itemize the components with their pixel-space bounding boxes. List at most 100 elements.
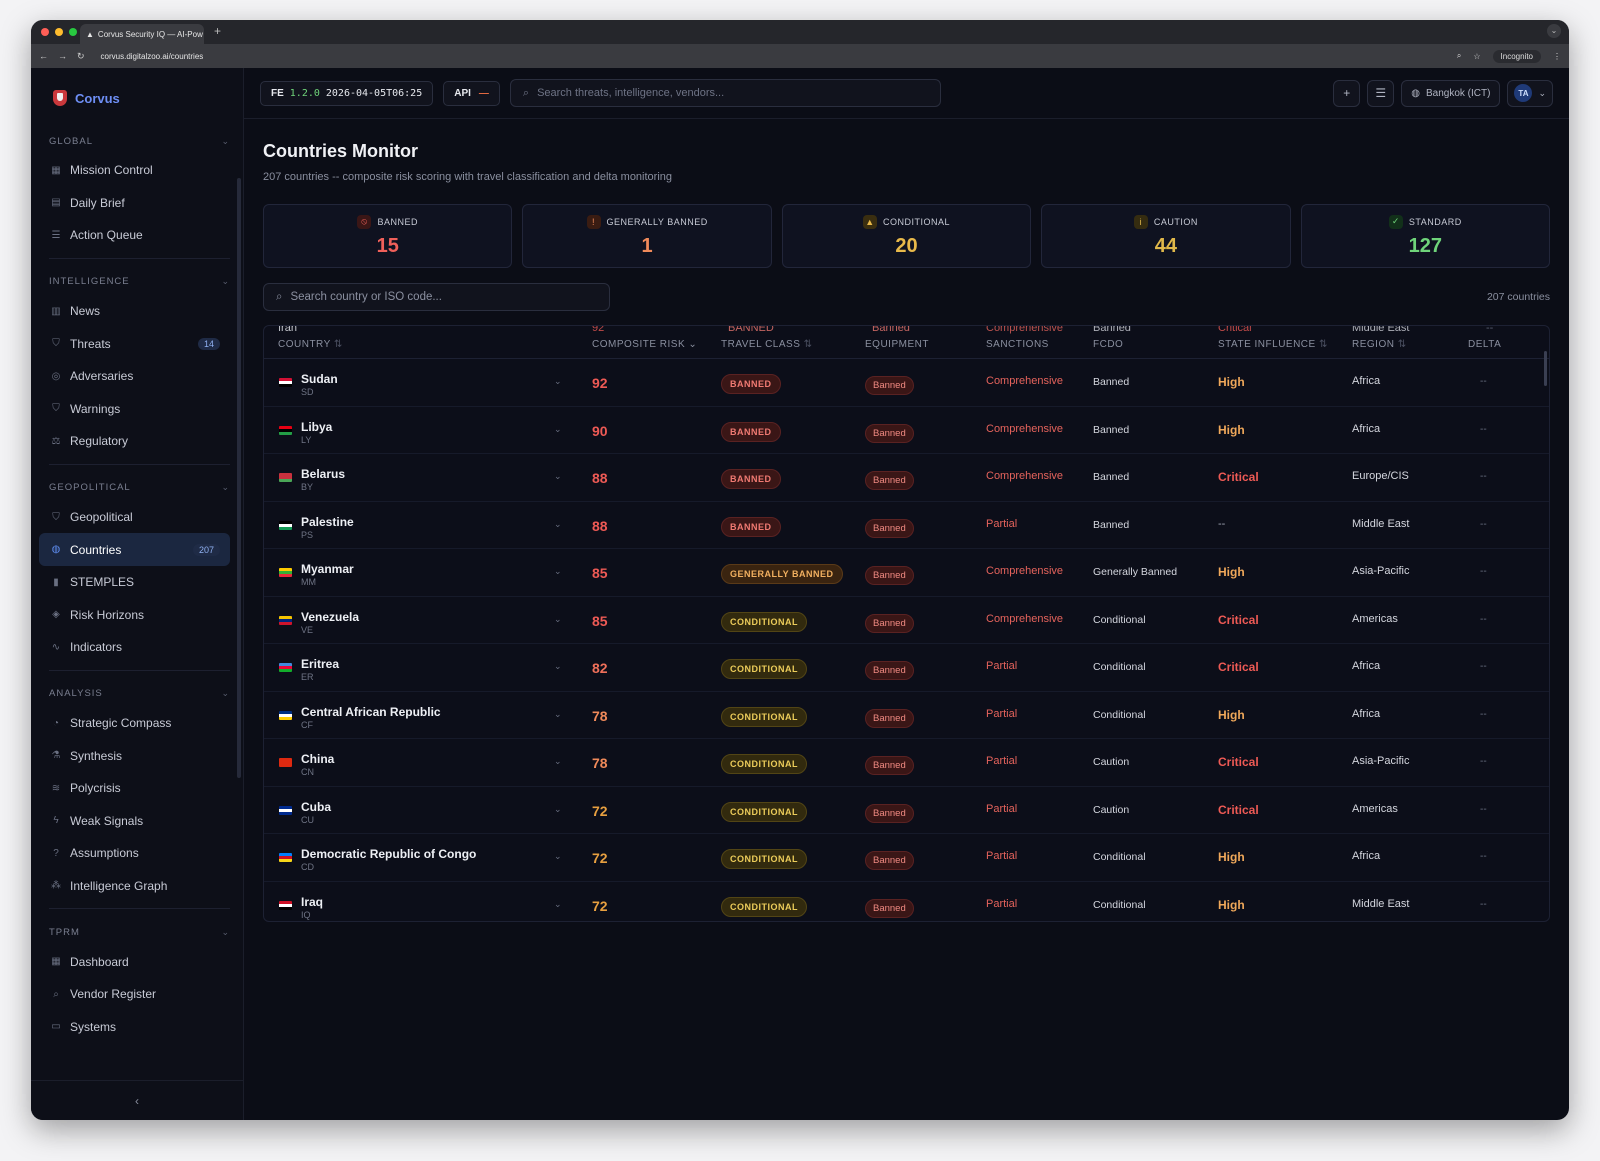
expand-chevron-icon[interactable]: ⌄ — [554, 376, 562, 386]
column-header-composite-risk[interactable]: COMPOSITE RISK ⌄ — [592, 339, 697, 350]
expand-chevron-icon[interactable]: ⌄ — [554, 851, 562, 861]
ghost-region: Middle East — [1352, 325, 1410, 334]
sidebar-item-daily-brief[interactable]: ▤ Daily Brief — [49, 187, 230, 220]
sidebar-item-regulatory[interactable]: ⚖ Regulatory — [49, 425, 230, 458]
tab-search-icon[interactable]: ⌄ — [1547, 24, 1561, 38]
table-row[interactable]: China CN ⌄ 78 CONDITIONAL Banned Partial Cautio… — [264, 739, 1549, 787]
sidebar-item-threats[interactable]: ⛉ Threats 14 — [49, 327, 230, 360]
new-tab-icon[interactable]: + — [214, 24, 222, 38]
sidebar-item-warnings[interactable]: ⛉ Warnings — [49, 393, 230, 426]
sidebar-item-vendor-register[interactable]: ⌕ Vendor Register — [49, 978, 230, 1011]
expand-chevron-icon[interactable]: ⌄ — [554, 613, 562, 624]
expand-chevron-icon[interactable]: ⌄ — [554, 566, 562, 576]
sidebar-item-risk-horizons[interactable]: ◈ Risk Horizons — [49, 599, 230, 632]
global-search-input[interactable]: ⌕ Search threats, intelligence, vendors.… — [509, 79, 941, 107]
reload-icon[interactable]: ↻ — [77, 50, 85, 61]
browser-tab[interactable]: ▲ Corvus Security IQ — AI-Pow ✕ — [80, 24, 204, 44]
summary-card-conditional[interactable]: ▲ CONDITIONAL 20 — [781, 204, 1032, 268]
expand-chevron-icon[interactable]: ⌄ — [554, 518, 562, 529]
region-value: Africa — [1352, 707, 1381, 720]
timezone-selector[interactable]: ◍ Bangkok (ICT) — [1401, 79, 1501, 107]
sidebar-item-weak-signals[interactable]: ϟ Weak Signals — [49, 805, 230, 838]
sidebar-item-indicators[interactable]: ∿ Indicators — [49, 631, 230, 664]
table-scrollbar[interactable] — [1544, 351, 1547, 386]
sidebar-item-mission-control[interactable]: ▦ Mission Control — [49, 154, 230, 187]
section-header-tprm[interactable]: TPRM ⌄ — [49, 919, 230, 945]
brand[interactable]: Corvus — [31, 68, 243, 128]
sidebar-item-label: Systems — [70, 1019, 117, 1034]
summary-card-standard[interactable]: ✓ STANDARD 127 — [1300, 204, 1551, 268]
sidebar-item-strategic-compass[interactable]: ◔ Strategic Compass — [49, 707, 230, 740]
scrolled-row[interactable]: Iran 92 BANNED Banned Comprehensive Banned Cri… — [264, 326, 1549, 346]
bookmark-star-icon[interactable]: ☆ — [1473, 51, 1481, 61]
sidebar-item-badge: 207 — [192, 543, 220, 556]
sidebar-scrollbar[interactable] — [237, 178, 241, 778]
minimize-window-button[interactable] — [55, 28, 63, 36]
api-status-badge[interactable]: API — — [443, 80, 500, 106]
expand-chevron-icon[interactable]: ⌄ — [554, 756, 562, 766]
column-header-sanctions[interactable]: SANCTIONS — [986, 339, 1049, 350]
sidebar-item-synthesis[interactable]: ⚗ Synthesis — [49, 739, 230, 772]
column-header-delta[interactable]: DELTA — [1468, 339, 1501, 350]
sidebar-item-news[interactable]: ▥ News — [49, 295, 230, 328]
section-header-intelligence[interactable]: INTELLIGENCE ⌄ — [49, 269, 230, 295]
table-row[interactable]: Venezuela VE ⌄ 85 CONDITIONAL Banned Comprehen… — [264, 597, 1549, 644]
expand-chevron-icon[interactable]: ⌄ — [554, 471, 562, 481]
sidebar-item-stemples[interactable]: ▮ STEMPLES — [49, 566, 230, 599]
incognito-badge[interactable]: Incognito — [1492, 49, 1541, 63]
table-row[interactable]: Cuba CU ⌄ 72 CONDITIONAL Banned Partial Caution… — [264, 787, 1549, 834]
table-row[interactable]: Iraq IQ ⌄ 72 CONDITIONAL Banned Partial Conditi… — [264, 882, 1549, 922]
sidebar-item-intelligence-graph[interactable]: ⁂ Intelligence Graph — [49, 870, 230, 903]
maximize-window-button[interactable] — [69, 28, 77, 36]
sidebar-item-systems[interactable]: ▭ Systems — [49, 1010, 230, 1043]
expand-chevron-icon[interactable]: ⌄ — [554, 423, 562, 434]
column-header-state-influence[interactable]: STATE INFLUENCE ⇅ — [1218, 339, 1328, 350]
url-field[interactable]: corvus.digitalzoo.ai/countries — [100, 51, 204, 61]
column-header-equipment[interactable]: EQUIPMENT — [865, 339, 929, 350]
table-row[interactable]: Myanmar MM ⌄ 85 GENERALLY BANNED Banned Compre… — [264, 549, 1549, 597]
column-header-country[interactable]: COUNTRY ⇅ — [278, 339, 343, 350]
forward-icon[interactable]: → — [58, 51, 67, 61]
column-header-fcdo[interactable]: FCDO — [1093, 339, 1123, 350]
expand-chevron-icon[interactable]: ⌄ — [554, 708, 562, 719]
expand-chevron-icon[interactable]: ⌄ — [554, 898, 562, 909]
zoom-icon[interactable]: ⌕ — [1456, 51, 1462, 60]
back-icon[interactable]: ← — [39, 51, 48, 61]
table-row[interactable]: Belarus BY ⌄ 88 BANNED Banned Comprehensive Ban… — [264, 454, 1549, 502]
sidebar-item-label: Strategic Compass — [70, 716, 172, 731]
tab-title: Corvus Security IQ — AI-Pow — [97, 29, 203, 39]
table-row[interactable]: Libya LY ⌄ 90 BANNED Banned Comprehensive Banne… — [264, 407, 1549, 454]
ghost-equip: Banned — [872, 325, 910, 334]
summary-card-caution[interactable]: i CAUTION 44 — [1041, 204, 1291, 268]
browser-menu-icon[interactable]: ⋮ — [1553, 51, 1561, 61]
sidebar-item-dashboard[interactable]: ▦ Dashboard — [49, 945, 230, 978]
filters-button[interactable]: ☰ — [1367, 79, 1395, 107]
region-value: Middle East — [1352, 897, 1410, 910]
sidebar-item-adversaries[interactable]: ◎ Adversaries — [49, 360, 230, 393]
section-header-analysis[interactable]: ANALYSIS ⌄ — [49, 681, 230, 707]
table-row[interactable]: Eritrea ER ⌄ 82 CONDITIONAL Banned Partial Cond… — [264, 644, 1549, 692]
table-row[interactable]: Sudan SD ⌄ 92 BANNED Banned Comprehensive Banne… — [264, 359, 1549, 407]
sidebar-item-countries[interactable]: ◍ Countries 207 — [39, 533, 230, 566]
table-row[interactable]: Central African Republic CF ⌄ 78 CONDITIONAL… — [264, 692, 1549, 739]
sidebar-item-assumptions[interactable]: ? Assumptions — [49, 837, 230, 870]
section-header-global[interactable]: GLOBAL ⌄ — [49, 128, 230, 154]
close-window-button[interactable] — [41, 28, 49, 36]
add-button[interactable]: + — [1333, 79, 1361, 107]
table-row[interactable]: Democratic Republic of Congo CD ⌄ 72 CONDITI… — [264, 834, 1549, 882]
column-header-travel-class[interactable]: TRAVEL CLASS ⇅ — [721, 339, 813, 350]
table-row[interactable]: Palestine PS ⌄ 88 BANNED Banned Partial Banned -… — [264, 502, 1549, 549]
sidebar-item-polycrisis[interactable]: ≋ Polycrisis — [49, 772, 230, 805]
expand-chevron-icon[interactable]: ⌄ — [554, 661, 562, 671]
collapse-sidebar-button[interactable]: ‹ — [31, 1080, 243, 1120]
expand-chevron-icon[interactable]: ⌄ — [554, 803, 562, 814]
user-menu[interactable]: TA ⌄ — [1507, 79, 1553, 107]
sidebar-item-action-queue[interactable]: ☰ Action Queue — [49, 219, 230, 252]
country-search-input[interactable]: ⌕ Search country or ISO code... — [263, 283, 610, 311]
globe-icon: ◍ — [51, 544, 61, 556]
summary-card-generally-banned[interactable]: ! GENERALLY BANNED 1 — [522, 204, 772, 268]
summary-card-banned[interactable]: ⦸ BANNED 15 — [263, 204, 513, 268]
sidebar-item-geopolitical[interactable]: ⛉ Geopolitical — [49, 501, 230, 534]
section-header-geopolitical[interactable]: GEOPOLITICAL ⌄ — [49, 475, 230, 501]
column-header-region[interactable]: REGION ⇅ — [1352, 339, 1407, 350]
